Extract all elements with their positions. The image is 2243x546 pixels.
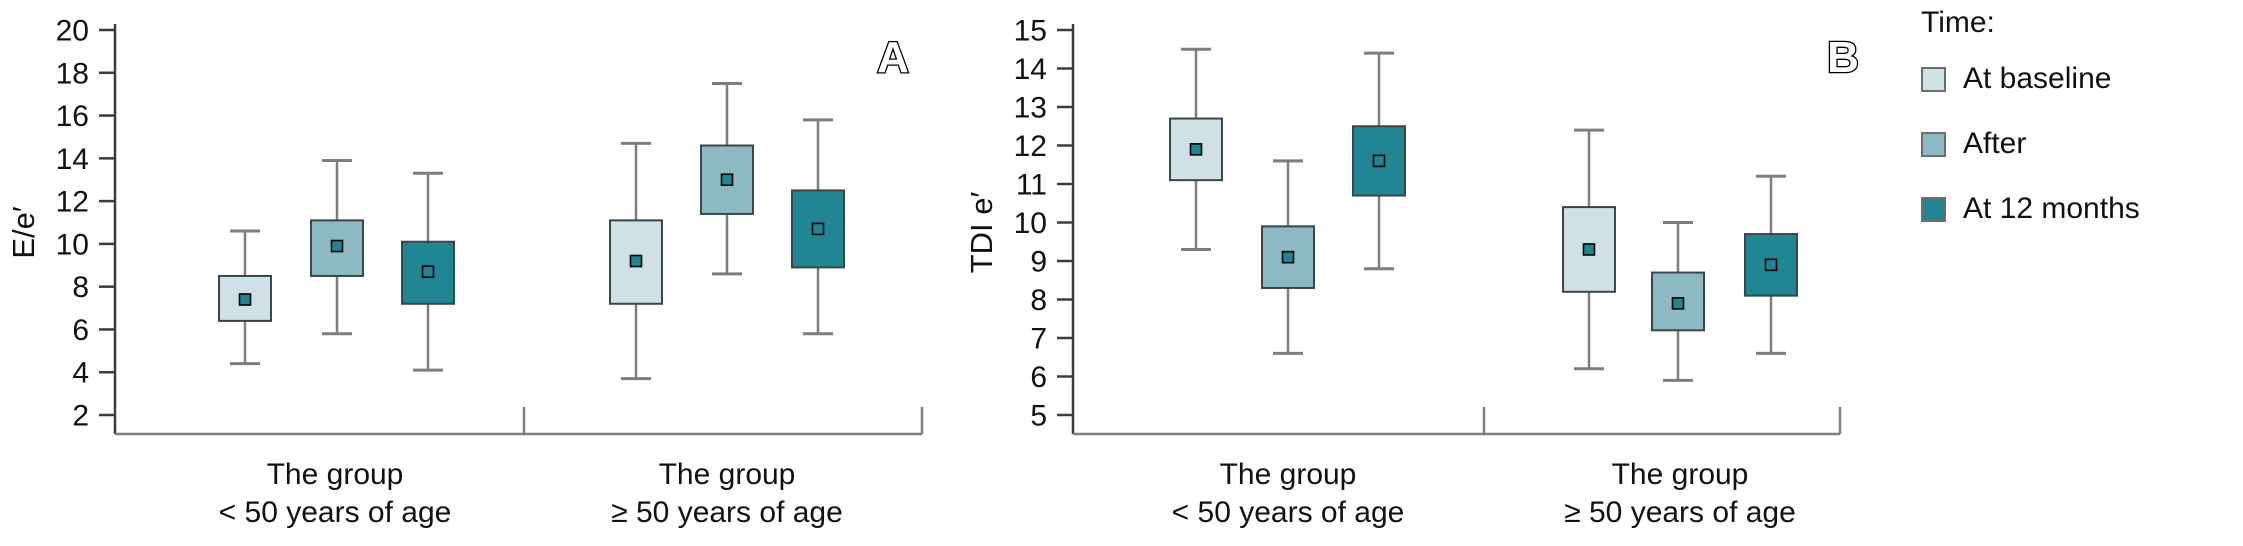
mean-marker [811, 222, 825, 236]
legend-label-after: After [1963, 127, 2027, 160]
y-tick-label: 20 [56, 15, 89, 48]
mean-marker [629, 254, 643, 268]
group-label-line2: < 50 years of age [1172, 496, 1405, 529]
y-tick-label: 8 [1030, 284, 1047, 317]
legend-item-12months: At 12 months [1921, 192, 2236, 226]
y-axis-title: E/e′ [6, 206, 41, 259]
y-tick-label: 12 [1014, 130, 1047, 163]
group-label-line2: ≥ 50 years of age [611, 496, 843, 529]
panel-letter-B: B [1827, 33, 1859, 82]
y-tick-label: 13 [1014, 92, 1047, 125]
legend-swatch-after-icon [1921, 131, 1946, 157]
y-tick-label: 15 [1014, 15, 1047, 48]
legend-label-baseline: At baseline [1963, 62, 2112, 95]
legend-swatch-12months-icon [1921, 196, 1946, 222]
legend-label-12months: At 12 months [1963, 192, 2140, 225]
y-tick-label: 2 [72, 400, 89, 433]
y-tick-label: 10 [56, 228, 89, 261]
mean-marker [421, 265, 435, 278]
legend-item-after: After [1921, 127, 2236, 161]
mean-marker [720, 173, 734, 187]
y-tick-label: 18 [56, 57, 89, 90]
legend-title: Time: [1921, 6, 1995, 39]
group-label-line1: The group [1612, 458, 1749, 491]
mean-marker [330, 239, 344, 253]
mean-marker [238, 293, 252, 306]
mean-marker [1281, 250, 1295, 264]
y-tick-label: 5 [1030, 400, 1047, 433]
group-label-line2: < 50 years of age [219, 496, 452, 529]
mean-marker [1372, 154, 1386, 168]
group-label-line2: ≥ 50 years of age [1564, 496, 1796, 529]
box-B-g1-at-baseline [1169, 117, 1223, 182]
mean-marker [1582, 243, 1596, 256]
y-tick-label: 7 [1030, 323, 1047, 356]
y-tick-label: 9 [1030, 246, 1047, 279]
y-tick-label: 4 [72, 357, 89, 390]
group-label-line1: The group [1220, 458, 1357, 491]
y-tick-label: 12 [56, 186, 89, 219]
y-tick-label: 16 [56, 100, 89, 133]
mean-marker [1189, 143, 1203, 156]
panel-letter-A: A [877, 33, 909, 82]
box-A-g2-at-12-months [791, 189, 845, 269]
y-axis-title: TDI e′ [964, 192, 999, 274]
legend-swatch-baseline-icon [1921, 66, 1946, 92]
legend: Time: At baseline After At 12 months [1921, 6, 2236, 257]
mean-marker [1764, 258, 1778, 272]
y-tick-label: 14 [1014, 53, 1047, 86]
group-label-line1: The group [659, 458, 796, 491]
y-tick-label: 14 [56, 143, 89, 176]
y-tick-label: 6 [72, 314, 89, 347]
legend-item-baseline: At baseline [1921, 62, 2236, 96]
mean-marker [1671, 297, 1685, 310]
y-tick-label: 8 [72, 271, 89, 304]
y-tick-label: 10 [1014, 207, 1047, 240]
group-label-line1: The group [267, 458, 404, 491]
box-A-g1-at-baseline [218, 274, 272, 322]
y-tick-label: 6 [1030, 361, 1047, 394]
y-tick-label: 11 [1016, 169, 1047, 202]
